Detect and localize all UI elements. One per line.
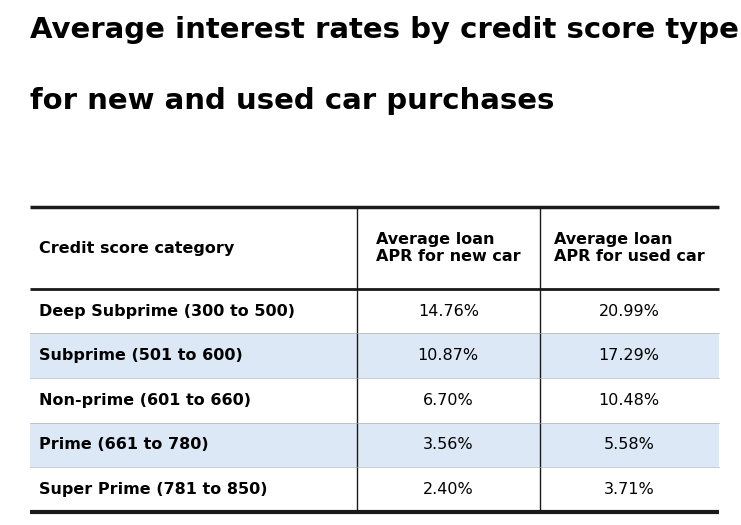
Text: 2.40%: 2.40% bbox=[423, 482, 473, 497]
Bar bbox=[30, 333, 719, 378]
Text: 20.99%: 20.99% bbox=[599, 303, 659, 319]
Text: 3.71%: 3.71% bbox=[604, 482, 654, 497]
Text: 6.70%: 6.70% bbox=[423, 393, 473, 408]
Text: 14.76%: 14.76% bbox=[418, 303, 479, 319]
Text: Deep Subprime (300 to 500): Deep Subprime (300 to 500) bbox=[39, 303, 294, 319]
Text: 5.58%: 5.58% bbox=[604, 437, 654, 453]
Text: 3.56%: 3.56% bbox=[423, 437, 473, 453]
Text: Average interest rates by credit score type: Average interest rates by credit score t… bbox=[30, 16, 739, 44]
Text: Subprime (501 to 600): Subprime (501 to 600) bbox=[39, 348, 242, 363]
Text: for new and used car purchases: for new and used car purchases bbox=[30, 87, 554, 114]
Text: Credit score category: Credit score category bbox=[39, 240, 233, 256]
Text: Super Prime (781 to 850): Super Prime (781 to 850) bbox=[39, 482, 267, 497]
Text: Non-prime (601 to 660): Non-prime (601 to 660) bbox=[39, 393, 250, 408]
Text: Prime (661 to 780): Prime (661 to 780) bbox=[39, 437, 208, 453]
Text: 17.29%: 17.29% bbox=[599, 348, 659, 363]
Text: Average loan
APR for new car: Average loan APR for new car bbox=[376, 232, 521, 264]
Text: 10.48%: 10.48% bbox=[599, 393, 659, 408]
Text: 10.87%: 10.87% bbox=[418, 348, 479, 363]
Bar bbox=[30, 423, 719, 467]
Text: Average loan
APR for used car: Average loan APR for used car bbox=[554, 232, 705, 264]
